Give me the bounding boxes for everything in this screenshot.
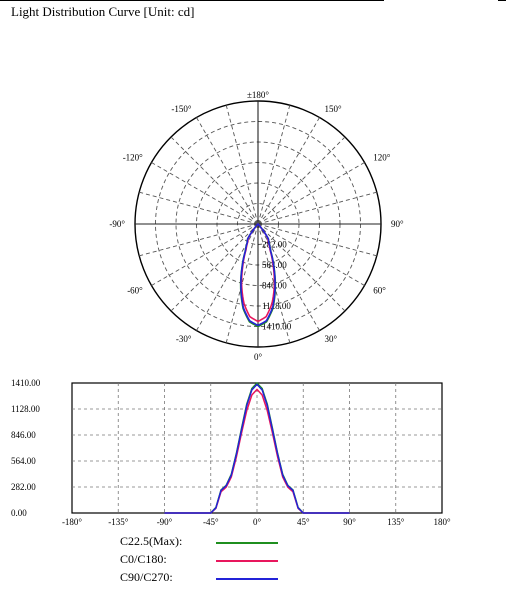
y-tick-label: 0.00 xyxy=(11,508,27,518)
polar-angle-label: 0° xyxy=(254,352,263,362)
legend-swatch xyxy=(216,578,278,580)
legend-label: C90/C270: xyxy=(120,570,173,584)
x-tick-label: -45° xyxy=(203,517,219,527)
polar-angle-label: -90° xyxy=(109,219,125,229)
polar-angle-label: 30° xyxy=(325,334,338,344)
legend-label: C0/C180: xyxy=(120,552,167,566)
legend-swatch xyxy=(216,542,278,544)
polar-angle-label: ±180° xyxy=(247,90,269,100)
top-rule xyxy=(0,0,384,1)
polar-angle-label: -150° xyxy=(171,104,191,114)
x-tick-label: 0° xyxy=(253,517,262,527)
polar-spoke xyxy=(257,117,320,225)
polar-angle-label: 90° xyxy=(391,219,404,229)
linear-chart: -180° -135° -90° -45° 0° 45° 90° 135° 180° 0.00 28… xyxy=(11,378,451,527)
legend-swatch xyxy=(216,560,278,562)
y-tick-label: 1128.00 xyxy=(11,404,40,414)
x-tick-label: 180° xyxy=(433,517,451,527)
polar-spoke xyxy=(196,117,259,225)
polar-angle-label: -30° xyxy=(176,334,192,344)
polar-spoke xyxy=(257,191,377,225)
x-tick-label: -180° xyxy=(62,517,82,527)
legend-label: C22.5(Max): xyxy=(120,534,183,548)
line-series-c90-c270 xyxy=(164,383,350,514)
corner-mark xyxy=(498,0,506,1)
polar-radial-label: 564.00 xyxy=(262,260,287,270)
x-tick-label: -90° xyxy=(157,517,173,527)
x-tick-label: 45° xyxy=(297,517,310,527)
polar-radial-label: 1410.00 xyxy=(262,322,292,332)
x-tick-label: 90° xyxy=(343,517,356,527)
polar-spoke xyxy=(170,223,259,312)
x-tick-label: 135° xyxy=(387,517,405,527)
polar-series-c90-c270 xyxy=(240,222,276,327)
y-tick-label: 282.00 xyxy=(11,482,36,492)
page-title: Light Distribution Curve [Unit: cd] xyxy=(11,4,195,19)
polar-angle-label: 150° xyxy=(325,104,343,114)
polar-angle-label: 120° xyxy=(373,153,391,163)
polar-angle-label: -120° xyxy=(123,153,143,163)
polar-radial-label: 282.00 xyxy=(262,240,287,250)
polar-radial-label: 1128.00 xyxy=(262,301,291,311)
polar-angle-label: -60° xyxy=(127,286,143,296)
polar-chart: ±180° 150° 120° 90° 60° 30° 0° -30° -60° -90° -120… xyxy=(109,90,404,362)
y-tick-label: 1410.00 xyxy=(11,378,41,388)
polar-angle-label: 60° xyxy=(373,286,386,296)
y-tick-label: 846.00 xyxy=(11,430,36,440)
x-tick-label: -135° xyxy=(108,517,128,527)
y-tick-label: 564.00 xyxy=(11,456,36,466)
